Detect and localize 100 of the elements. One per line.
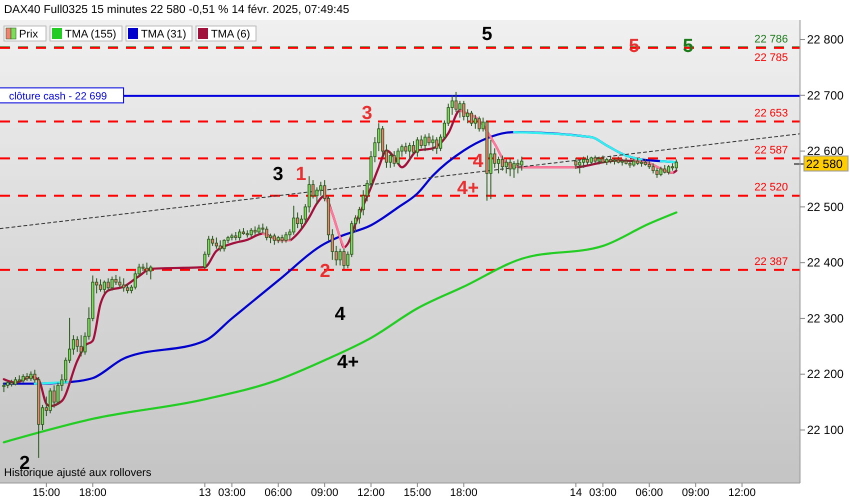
x-tick-label: 09:00 <box>682 487 710 499</box>
candlestick <box>470 110 474 126</box>
candlestick <box>52 384 56 408</box>
candlestick <box>29 370 32 382</box>
candlestick <box>659 166 662 177</box>
candlestick <box>424 134 427 152</box>
candlestick <box>106 278 110 292</box>
candlestick <box>48 388 52 414</box>
candlestick <box>504 158 508 174</box>
x-tick-label: 18:00 <box>78 487 107 499</box>
ref-line-label: 22 520 <box>754 182 788 194</box>
x-tick-label: 09:00 <box>310 487 338 499</box>
candlestick <box>110 276 114 292</box>
ref-line-label: 22 587 <box>754 144 788 156</box>
candlestick <box>474 114 477 130</box>
candlestick <box>102 280 106 294</box>
y-tick-label: 22 400 <box>807 256 844 270</box>
annotation: Historique ajusté aux rollovers <box>4 467 152 479</box>
candlestick <box>76 336 79 352</box>
legend-label: Prix <box>19 28 38 40</box>
candlestick <box>218 240 222 252</box>
x-tick-label: 13 <box>198 487 211 499</box>
candlestick <box>667 164 670 176</box>
x-tick-label: 03:00 <box>589 487 617 499</box>
candlestick <box>338 248 342 266</box>
candlestick <box>420 134 423 149</box>
annotation: 4+ <box>337 352 359 374</box>
annotation: 4 <box>472 151 484 172</box>
candlestick <box>296 212 300 229</box>
candlestick <box>2 382 6 393</box>
annotation: 3 <box>362 103 372 124</box>
x-tick-label: 06:00 <box>636 487 664 499</box>
annotation: 3 <box>272 164 284 186</box>
annotation: 4+ <box>457 178 479 200</box>
candlestick <box>80 334 83 357</box>
candlestick <box>508 157 512 177</box>
legend-label: TMA (31) <box>141 28 186 40</box>
candlestick <box>516 158 520 174</box>
x-tick-label: 06:00 <box>264 487 292 499</box>
candlestick <box>458 100 462 118</box>
candlestick <box>427 132 431 146</box>
candlestick <box>462 100 466 121</box>
line-series <box>2 211 678 444</box>
candlestick <box>238 228 242 241</box>
candlestick <box>496 156 500 174</box>
candlestick <box>512 160 516 178</box>
candlestick <box>412 140 416 154</box>
x-tick-label: 15:00 <box>32 487 60 499</box>
candlestick <box>582 156 586 168</box>
candlestick <box>265 226 268 241</box>
candlestick <box>416 136 419 158</box>
candlestick <box>408 142 412 160</box>
candlestick <box>145 262 148 276</box>
annotation: 2 <box>320 261 330 282</box>
x-tick-label: 12:00 <box>357 487 385 499</box>
annotation: 1 <box>296 164 307 186</box>
x-tick-label: 15:00 <box>404 487 432 499</box>
candlestick <box>500 155 504 172</box>
candlestick <box>126 283 130 294</box>
annotation: 4 <box>334 304 346 326</box>
ref-line-label: 22 653 <box>754 108 788 120</box>
candlestick <box>478 116 481 132</box>
candlestick <box>98 278 102 292</box>
candlestick <box>268 233 272 244</box>
candlestick <box>652 162 655 174</box>
annotation: clôture cash - 22 699 <box>8 90 108 102</box>
x-tick-label: 18:00 <box>450 487 478 499</box>
candlestick <box>586 155 589 166</box>
candlestick <box>272 233 276 246</box>
y-tick-label: 22 300 <box>807 311 844 326</box>
y-tick-label: 22 200 <box>807 367 844 382</box>
chart-title: DAX40 Full0325 15 minutes 22 580 -0,51 % 14 févr. 2025, 07:49:45 <box>4 4 350 16</box>
y-tick-label: 22 600 <box>807 144 844 158</box>
candlestick <box>655 167 659 178</box>
ref-line-label: 22 785 <box>754 52 788 64</box>
candlestick <box>118 276 122 288</box>
candlestick <box>435 136 438 154</box>
candlestick <box>114 274 118 286</box>
legend-label: TMA (155) <box>65 28 116 40</box>
y-tick-label: 22 700 <box>807 88 844 102</box>
y-tick-label: 22 800 <box>807 32 844 47</box>
x-tick-label: 03:00 <box>218 487 246 499</box>
candlestick <box>342 248 346 270</box>
candlestick <box>222 238 226 252</box>
y-tick-label: 22 100 <box>807 423 844 438</box>
text: 22 580 <box>806 157 844 171</box>
candlestick <box>404 142 408 154</box>
legend-label: TMA (6) <box>211 28 250 40</box>
candlestick <box>578 158 582 174</box>
candlestick <box>388 152 392 168</box>
annotation: 5 <box>482 24 493 46</box>
candlestick <box>431 134 434 152</box>
candlestick <box>122 278 126 292</box>
y-tick-label: 22 500 <box>807 200 844 214</box>
ref-line-label: 22 786 <box>754 33 788 46</box>
candlestick <box>392 150 396 168</box>
candlestick <box>454 91 458 113</box>
candlestick <box>257 224 260 236</box>
candlestick <box>574 157 578 170</box>
x-tick-label: 14 <box>570 487 582 499</box>
